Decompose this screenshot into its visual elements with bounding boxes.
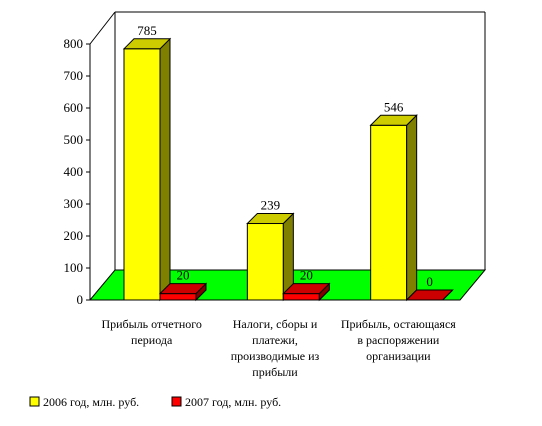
bar [405,289,454,301]
chart-walls [89,11,486,270]
bar-top [282,283,331,295]
bar-side [159,37,171,302]
bar [282,282,331,302]
bar-front [123,48,161,301]
bar-front [370,124,408,301]
legend: 2006 год, млн. руб. 2007 год, млн. руб. [29,395,281,409]
category-label-line: Прибыль, остающаяся [341,317,456,331]
data-labels: 785 20 239 20 546 0 [137,23,433,289]
bar [158,282,208,302]
bar-front [159,293,197,301]
y-tick-label: 600 [64,100,84,115]
y-tick-label: 200 [64,228,84,243]
bar-top [246,213,295,225]
y-axis: 0 100 200 300 400 500 600 700 800 [64,36,91,307]
bar [122,37,172,302]
category-label-line: Прибыль отчетного [101,317,201,331]
legend-label: 2006 год, млн. руб. [43,395,139,409]
data-label: 546 [384,99,404,114]
chart-bars [122,37,454,302]
bar [246,212,295,302]
data-label: 785 [137,23,157,38]
data-label: 0 [426,274,433,289]
category-label-line: периода [131,333,173,347]
bar-top [122,38,172,50]
category-label-line: организации [366,349,431,363]
category-label-line: в распоряжении [357,333,440,347]
category-label-line: производимые из [231,349,320,363]
bar-front [282,293,320,301]
y-tick-label: 800 [64,36,84,51]
category-label-line: прибыли [252,365,298,379]
legend-label: 2007 год, млн. руб. [185,395,281,409]
y-tick-label: 0 [77,292,84,307]
category-label: Прибыль отчетного периода [101,317,201,347]
bar-front [246,223,284,301]
category-labels: Прибыль отчетного периода Налоги, сборы и п… [101,317,456,379]
category-label: Налоги, сборы и платежи, производимые из пр… [231,317,320,379]
data-label: 20 [300,268,313,283]
category-label: Прибыль, остающаяся в распоряжении организ… [341,317,456,363]
y-tick-label: 100 [64,260,84,275]
data-label: 20 [177,268,190,283]
legend-swatch [29,396,40,407]
side-wall-top-edge [89,11,116,45]
y-tick-label: 700 [64,68,84,83]
bar-top [369,114,418,126]
category-label-line: Налоги, сборы и [233,317,318,331]
bar-top [158,283,208,295]
bar-side [406,114,418,302]
data-label: 239 [261,198,281,213]
legend-swatch [171,396,182,407]
bar-top [405,289,454,301]
y-tick-label: 400 [64,164,84,179]
category-label-line: платежи, [252,333,298,347]
bar [369,114,418,302]
y-tick-label: 300 [64,196,84,211]
y-tick-label: 500 [64,132,84,147]
